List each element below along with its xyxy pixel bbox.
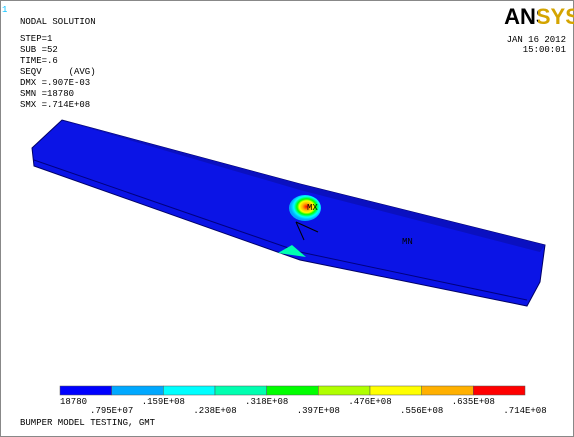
graphics-area: 1 ANSYS JAN 16 2012 15:00:01 MX MN BUMPE… [0,0,574,437]
legend-label: .556E+08 [400,406,443,416]
legend-label: 18780 [60,397,87,407]
header-line: TIME=.6 [20,56,58,66]
legend-swatch [370,386,422,395]
legend-label: .159E+08 [142,397,185,407]
legend-label: .714E+08 [503,406,546,416]
header-line: SMN =18780 [20,89,74,99]
legend-swatch [163,386,215,395]
legend-label: .476E+08 [348,397,391,407]
footer-title: BUMPER MODEL TESTING, GMT [20,418,156,428]
legend-swatch [422,386,474,395]
legend-swatch [60,386,112,395]
time: 15:00:01 [523,45,566,55]
header-line: SEQV (AVG) [20,67,96,77]
legend-swatch [267,386,319,395]
min-marker: MN [402,237,413,247]
header-line: SUB =52 [20,45,58,55]
header-line: SMX =.714E+08 [20,100,90,110]
logo: ANSYS [504,4,574,29]
legend-label: .238E+08 [193,406,236,416]
legend-label: .635E+08 [452,397,495,407]
legend-label: .397E+08 [297,406,340,416]
legend-swatch [215,386,267,395]
header-line: DMX =.907E-03 [20,78,90,88]
legend-swatch [473,386,525,395]
legend-swatch [318,386,370,395]
legend-label: .318E+08 [245,397,288,407]
header-line: STEP=1 [20,34,52,44]
legend-label: .795E+07 [90,406,133,416]
window-number: 1 [2,5,7,15]
max-marker: MX [307,203,318,213]
date: JAN 16 2012 [507,35,566,45]
ansys-window: 1 ANSYS JAN 16 2012 15:00:01 MX MN BUMPE… [0,0,574,437]
legend-swatch [112,386,164,395]
header-line: NODAL SOLUTION [20,17,96,27]
